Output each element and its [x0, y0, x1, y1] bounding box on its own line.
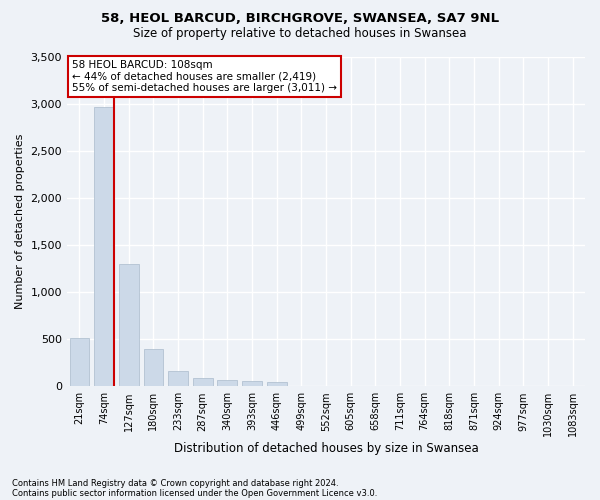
X-axis label: Distribution of detached houses by size in Swansea: Distribution of detached houses by size … [173, 442, 478, 455]
Y-axis label: Number of detached properties: Number of detached properties [15, 134, 25, 309]
Bar [242, 380, 262, 386]
Bar [193, 378, 212, 386]
Bar [119, 264, 139, 386]
Bar [168, 372, 188, 386]
Bar [70, 338, 89, 386]
Bar [94, 108, 114, 386]
Text: Size of property relative to detached houses in Swansea: Size of property relative to detached ho… [133, 28, 467, 40]
Text: 58, HEOL BARCUD, BIRCHGROVE, SWANSEA, SA7 9NL: 58, HEOL BARCUD, BIRCHGROVE, SWANSEA, SA… [101, 12, 499, 26]
Text: Contains HM Land Registry data © Crown copyright and database right 2024.: Contains HM Land Registry data © Crown c… [12, 478, 338, 488]
Bar [267, 382, 287, 386]
Bar [217, 380, 237, 386]
Text: Contains public sector information licensed under the Open Government Licence v3: Contains public sector information licen… [12, 488, 377, 498]
Text: 58 HEOL BARCUD: 108sqm
← 44% of detached houses are smaller (2,419)
55% of semi-: 58 HEOL BARCUD: 108sqm ← 44% of detached… [72, 60, 337, 93]
Bar [143, 348, 163, 387]
